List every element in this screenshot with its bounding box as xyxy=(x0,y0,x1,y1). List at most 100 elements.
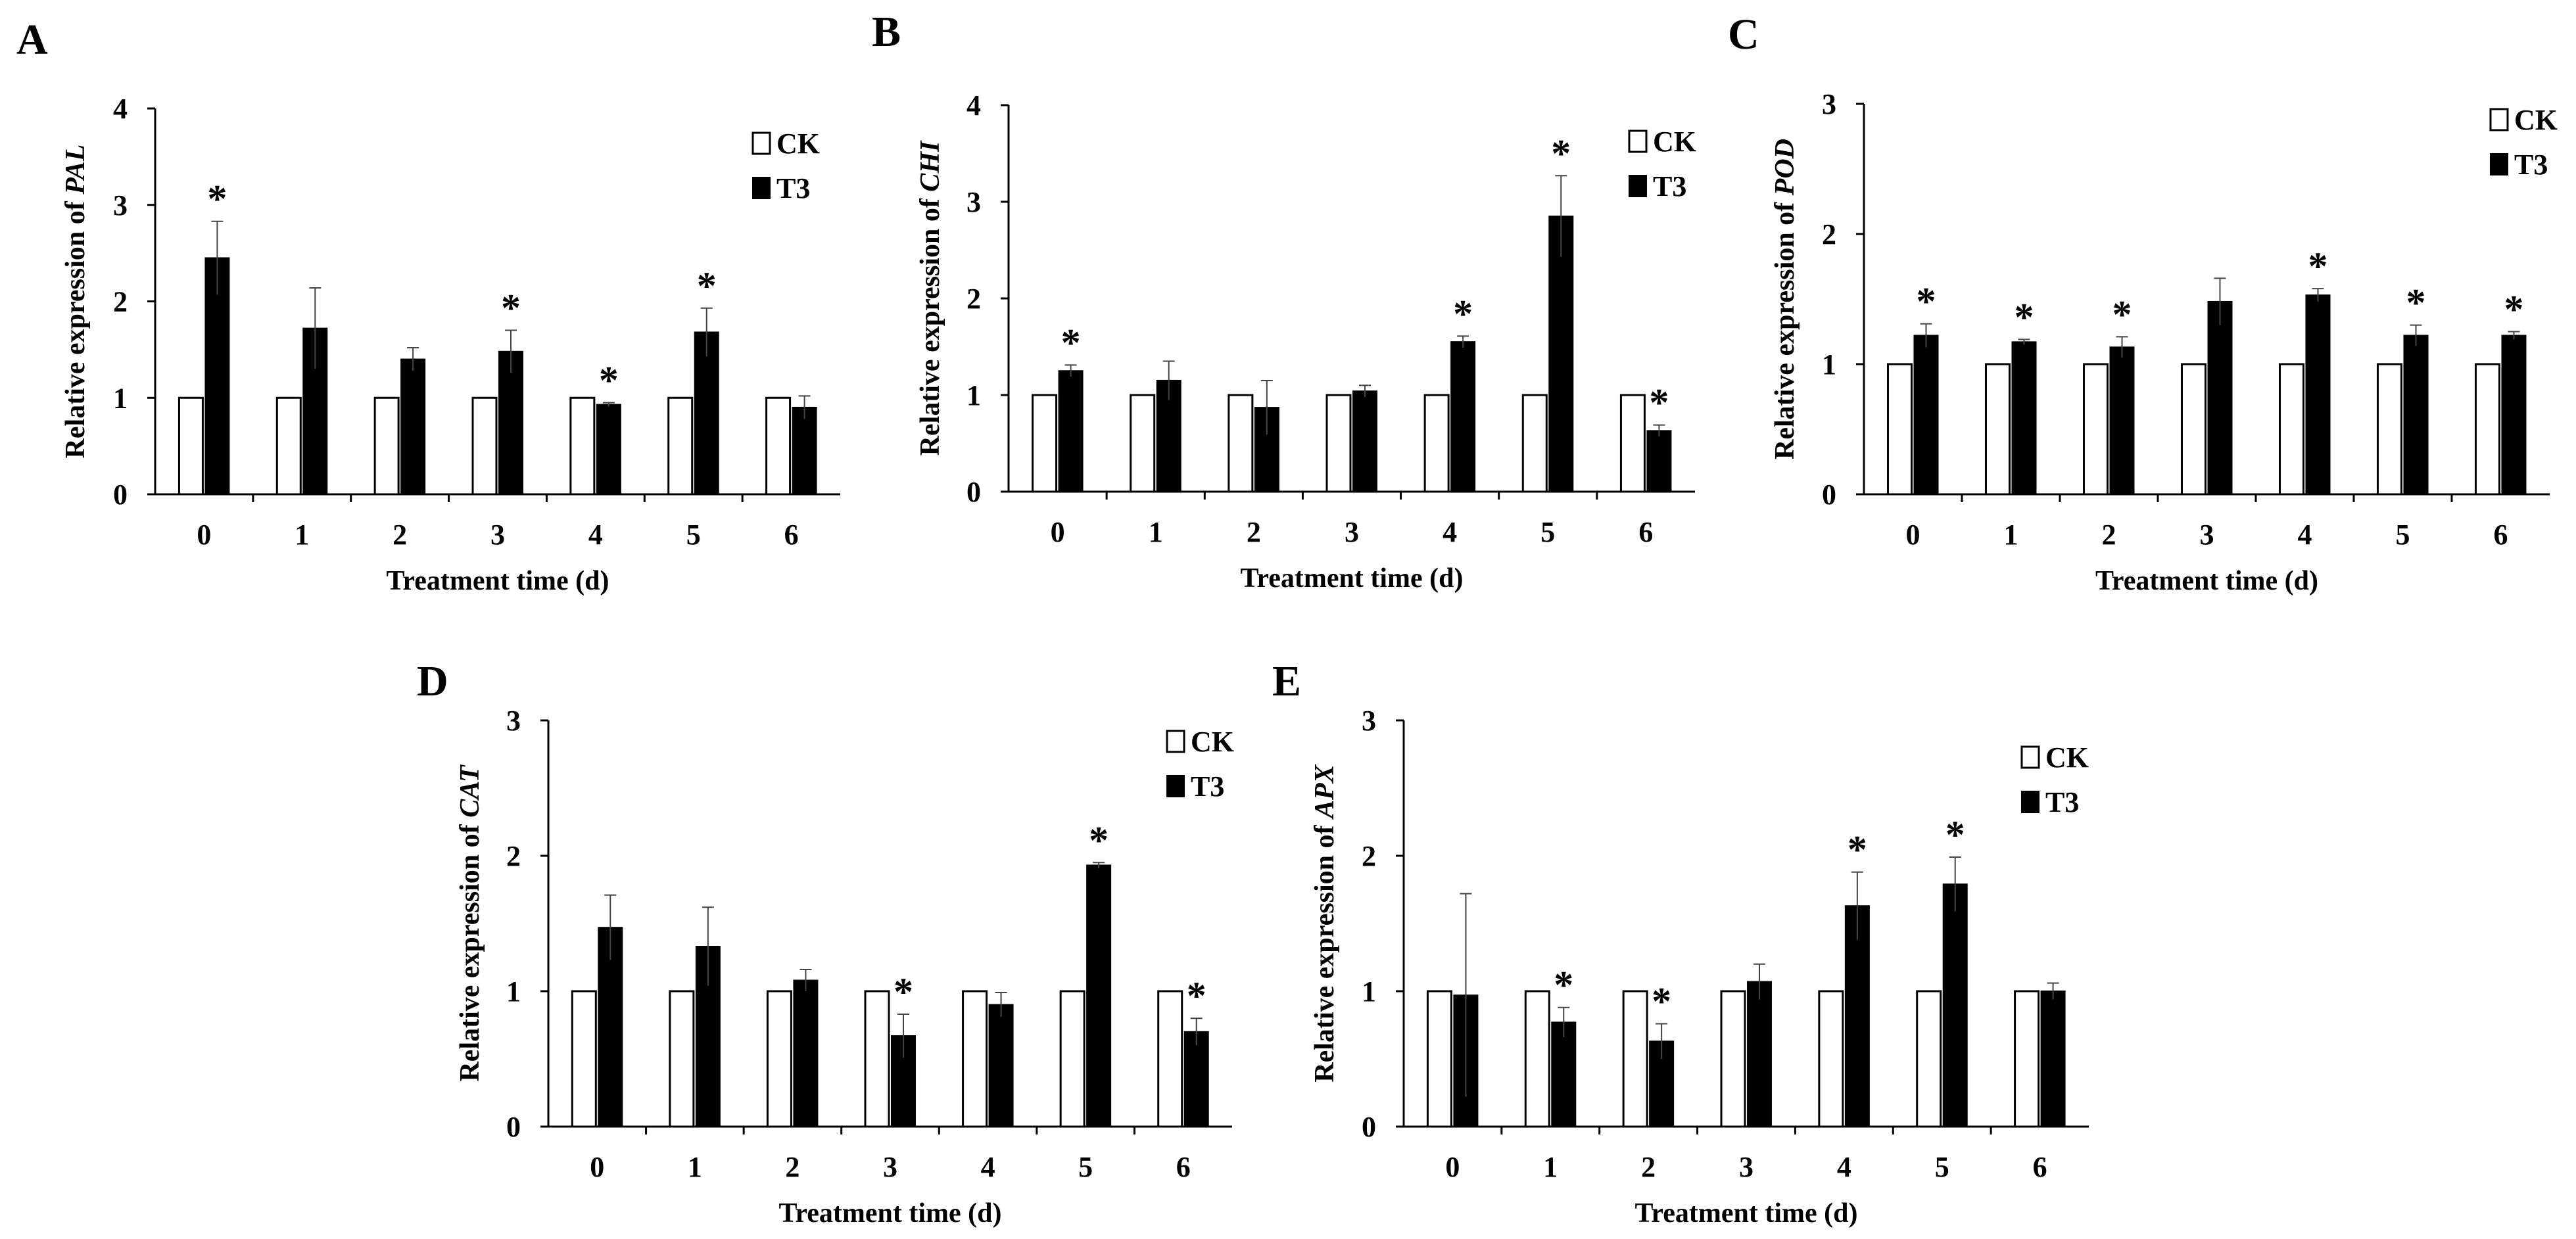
bar-ck xyxy=(2475,363,2500,496)
x-tick-label: 5 xyxy=(1935,1151,1949,1183)
bar-t3 xyxy=(792,406,817,495)
bar-ck xyxy=(471,396,498,496)
significance-mark: * xyxy=(1554,964,1573,1007)
bar-t3 xyxy=(2403,335,2429,495)
y-tick-label: 0 xyxy=(1822,479,1836,511)
bar-ck xyxy=(1157,990,1183,1128)
legend-label-ck: CK xyxy=(2045,741,2089,774)
bar-t3 xyxy=(694,331,719,495)
x-axis-title: Treatment time (d) xyxy=(779,1198,1002,1228)
bar-ck xyxy=(1524,990,1550,1128)
x-tick-label: 1 xyxy=(2004,519,2018,551)
legend: CK T3 xyxy=(2020,741,2089,818)
legend-label-ck: CK xyxy=(1653,126,1696,158)
x-tick-label: 0 xyxy=(1906,519,1920,551)
panel-letter: B xyxy=(872,8,901,56)
bar-t3 xyxy=(1747,981,1772,1127)
legend-swatch-t3 xyxy=(2490,153,2508,175)
bar-t3 xyxy=(596,404,621,496)
bar-t3 xyxy=(1844,905,1870,1127)
bar-ck xyxy=(667,396,694,496)
bar-t3 xyxy=(793,979,819,1128)
bar-t3 xyxy=(2305,294,2331,495)
x-tick-label: 1 xyxy=(295,519,309,551)
legend-swatch-ck xyxy=(2020,745,2040,769)
x-tick-label: 1 xyxy=(1149,516,1163,548)
y-axis-title: Relative expression of POD xyxy=(1770,139,1800,459)
bar-t3 xyxy=(1548,216,1574,492)
y-tick-label: 4 xyxy=(966,89,981,122)
legend-swatch-ck xyxy=(1628,129,1648,153)
x-tick-label: 3 xyxy=(2200,519,2214,551)
chart-panel-c: C 0 1 2 3 * 0 * 1 * 2 3 * 4 * 5 * 6 Treatment time (d) Rela… xyxy=(1728,11,2558,596)
y-tick-label: 1 xyxy=(1362,975,1376,1008)
y-axis-title: Relative expression of PAL xyxy=(60,145,91,459)
legend-swatch-t3 xyxy=(1166,775,1185,797)
y-axis-title-gene: PAL xyxy=(60,145,91,195)
y-tick-label: 1 xyxy=(113,382,128,414)
y-axis-title-prefix: Relative expression of xyxy=(1310,818,1340,1083)
x-tick-label: 0 xyxy=(590,1151,604,1183)
y-tick-label: 3 xyxy=(1362,705,1376,737)
significance-mark: * xyxy=(697,264,717,308)
x-tick-label: 2 xyxy=(785,1151,799,1183)
significance-mark: * xyxy=(2112,292,2132,336)
significance-mark: * xyxy=(1551,131,1571,175)
x-tick-label: 4 xyxy=(1837,1151,1851,1183)
bar-ck xyxy=(275,396,302,496)
x-tick-label: 3 xyxy=(1739,1151,1753,1183)
x-tick-label: 5 xyxy=(1540,516,1555,548)
legend-swatch-t3 xyxy=(2021,791,2039,813)
bar-t3 xyxy=(2011,341,2037,496)
bar-ck xyxy=(1985,363,2011,496)
y-axis-title-prefix: Relative expression of xyxy=(1770,195,1800,459)
legend-label-ck: CK xyxy=(2514,104,2558,136)
y-tick-label: 2 xyxy=(1822,218,1836,250)
bar-t3 xyxy=(1913,335,1939,495)
legend-label-t3: T3 xyxy=(776,172,810,204)
bar-ck xyxy=(669,990,695,1128)
significance-mark: * xyxy=(1917,280,1936,323)
bar-ck xyxy=(2377,363,2402,496)
significance-mark: * xyxy=(1089,818,1109,862)
legend-label-ck: CK xyxy=(776,128,820,160)
significance-mark: * xyxy=(1061,321,1081,364)
bar-ck xyxy=(1619,394,1646,493)
legend: CK T3 xyxy=(2489,104,2558,181)
x-axis-title: Treatment time (d) xyxy=(1635,1198,1858,1228)
bar-t3 xyxy=(1352,390,1377,492)
y-axis-title-prefix: Relative expression of xyxy=(455,818,485,1082)
x-tick-label: 2 xyxy=(2102,519,2116,551)
x-tick-label: 6 xyxy=(1176,1151,1191,1183)
y-axis-title: Relative expression of APX xyxy=(1310,764,1340,1082)
x-tick-label: 4 xyxy=(981,1151,995,1183)
y-axis-title-prefix: Relative expression of xyxy=(60,195,91,459)
significance-mark: * xyxy=(2504,288,2524,331)
y-tick-label: 2 xyxy=(1362,840,1376,872)
y-tick-label: 1 xyxy=(1822,348,1836,381)
bar-ck xyxy=(2083,363,2109,496)
x-axis-title: Treatment time (d) xyxy=(1241,563,1464,594)
bar-t3 xyxy=(2109,346,2135,496)
x-axis-title: Treatment time (d) xyxy=(2095,566,2318,596)
x-tick-label: 0 xyxy=(1445,1151,1460,1183)
legend: CK T3 xyxy=(1166,726,1234,803)
bar-ck xyxy=(1521,394,1548,493)
legend-swatch-ck xyxy=(1166,730,1185,753)
chart-panel-b: B 0 1 2 3 4 * 0 1 2 3 * 4 * 5 * 6 Treatment time (d) Relat… xyxy=(872,8,1696,594)
x-tick-label: 1 xyxy=(688,1151,702,1183)
bar-t3 xyxy=(1450,341,1476,493)
y-tick-label: 0 xyxy=(1362,1111,1376,1143)
x-tick-label: 2 xyxy=(1641,1151,1656,1183)
chart-panel-a: A 0 1 2 3 4 * 0 1 2 * 3 * 4 * 5 6 Treatment time (d) Relat… xyxy=(16,16,840,596)
bar-t3 xyxy=(598,927,623,1128)
bar-ck xyxy=(1426,990,1452,1128)
y-tick-label: 2 xyxy=(966,283,981,315)
significance-mark: * xyxy=(501,287,521,330)
bar-t3 xyxy=(1058,370,1084,492)
significance-mark: * xyxy=(2015,295,2034,339)
legend-label-t3: T3 xyxy=(2045,786,2079,818)
bar-ck xyxy=(569,396,596,496)
legend-swatch-ck xyxy=(751,131,771,155)
